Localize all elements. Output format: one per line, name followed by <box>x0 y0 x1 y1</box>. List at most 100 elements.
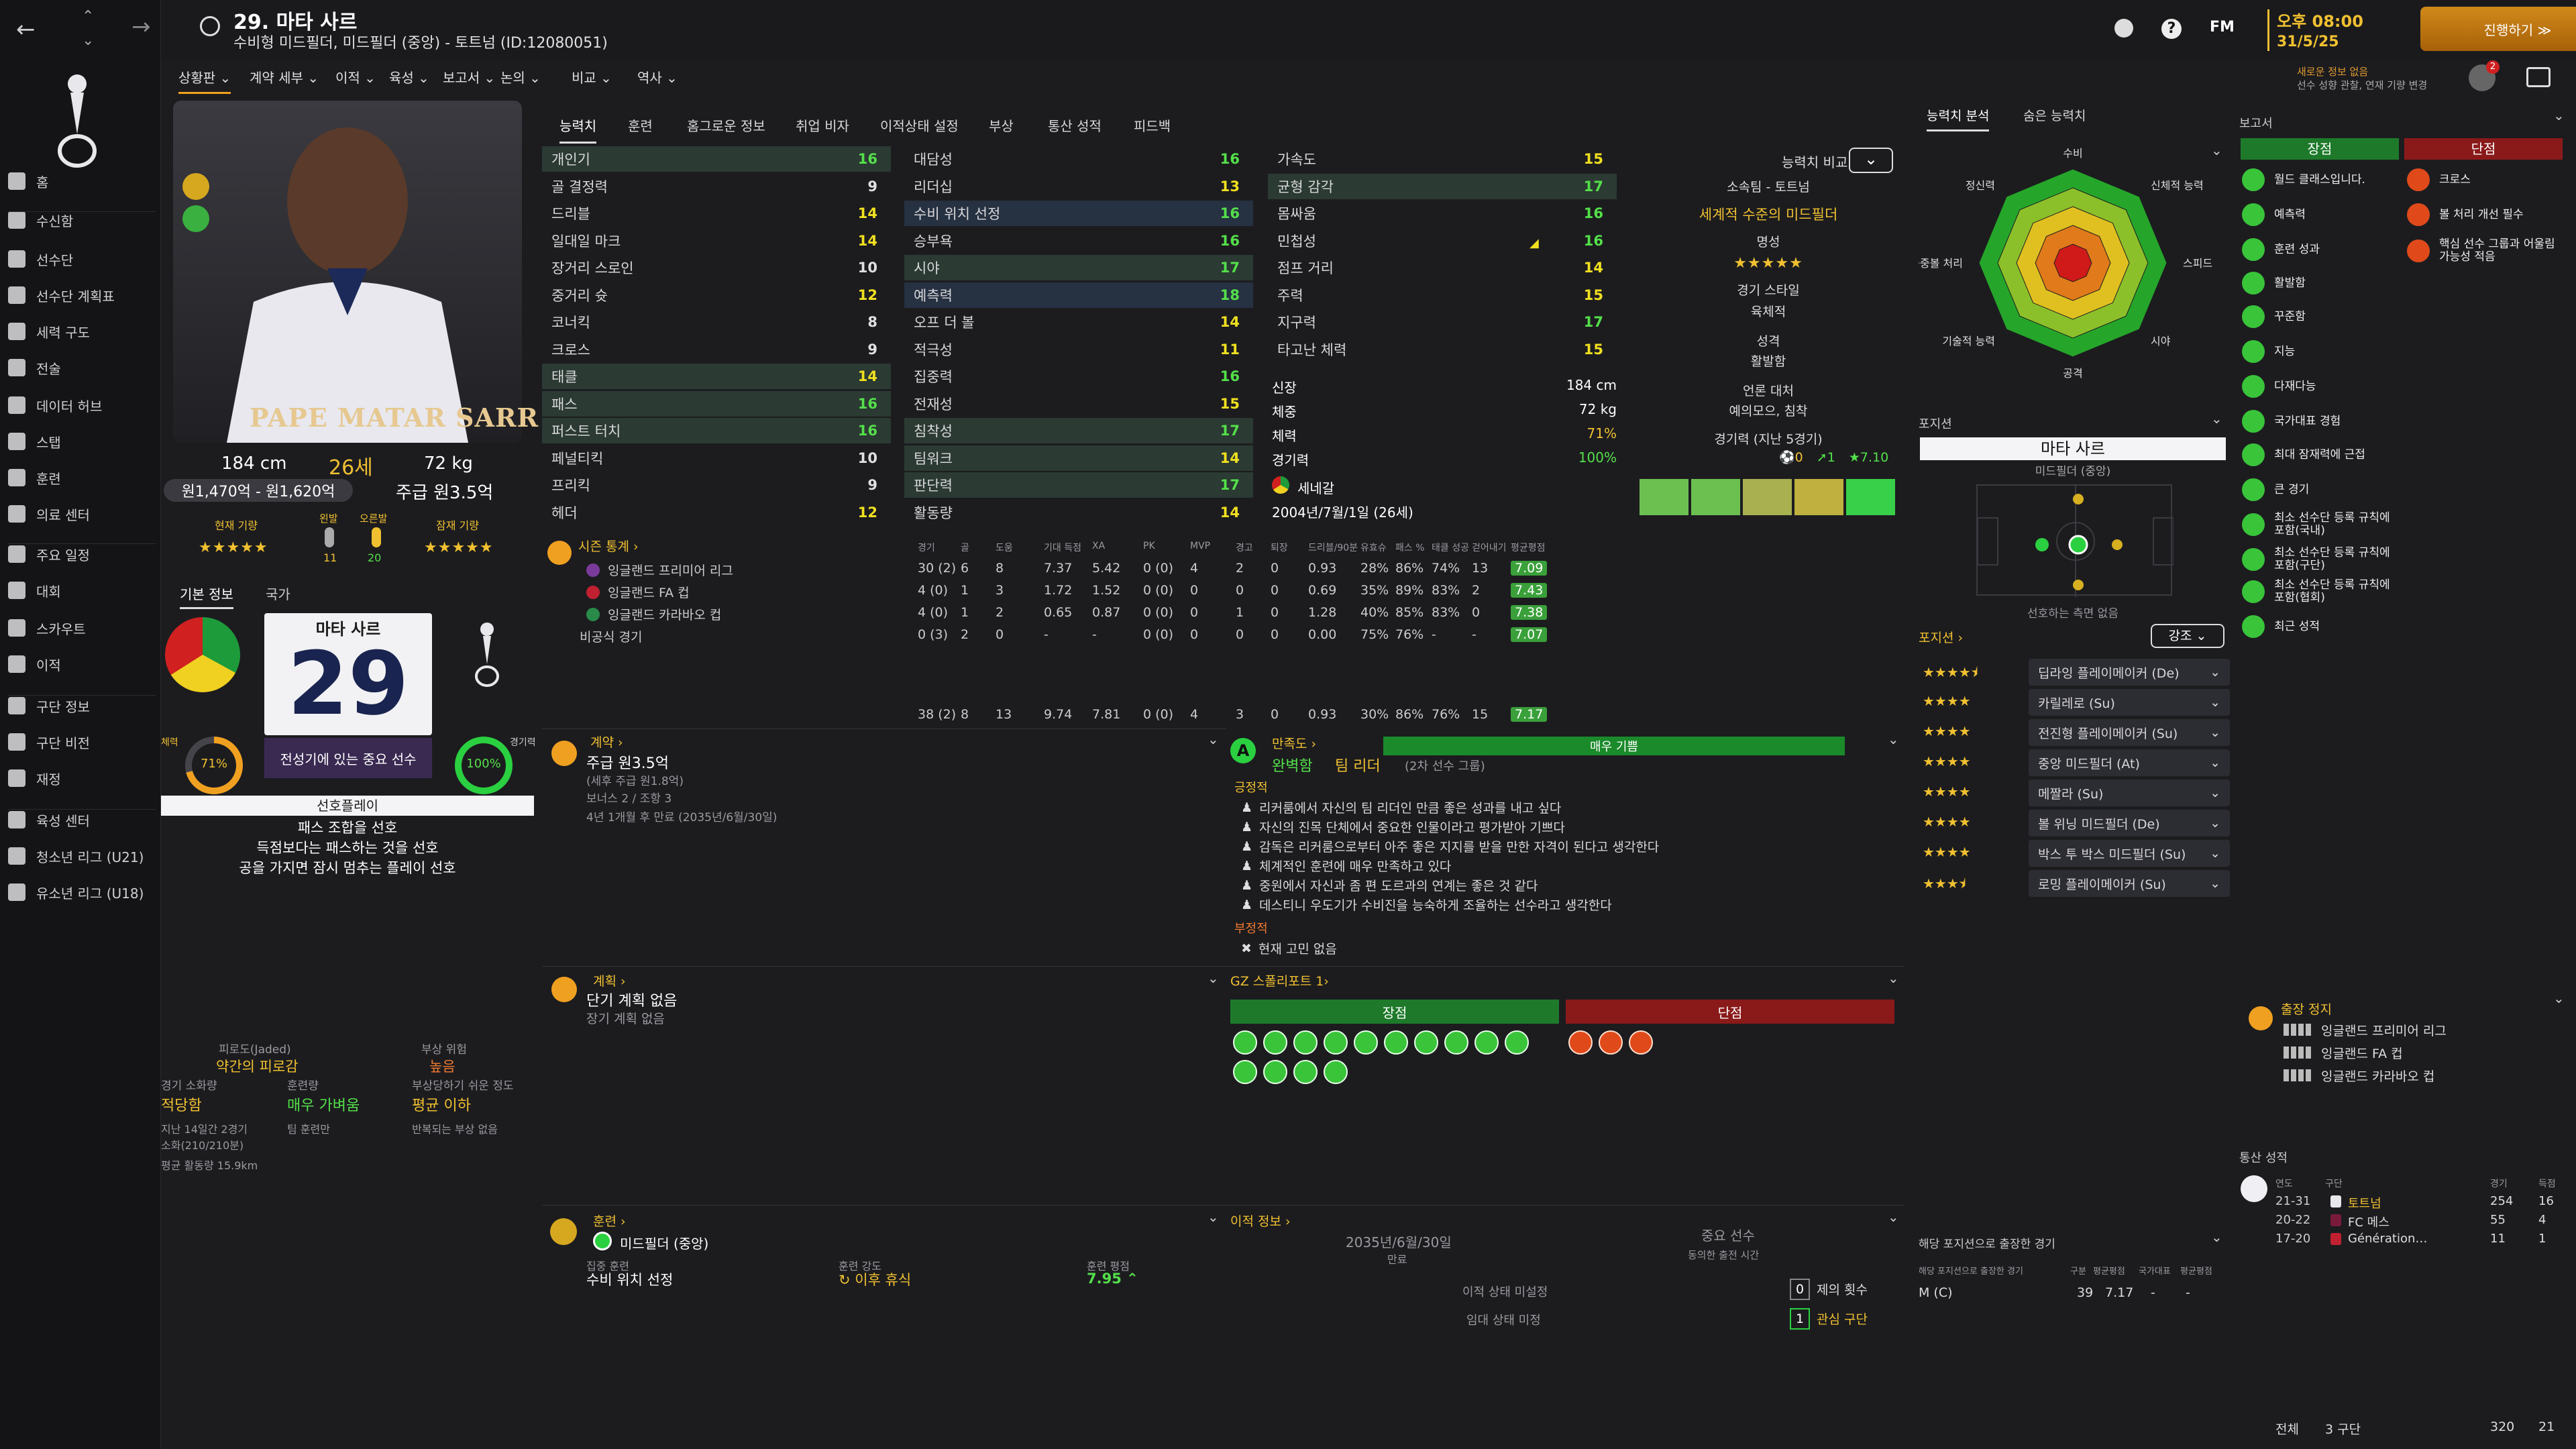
attr-row-technical[interactable]: 중거리 슛 12 <box>542 282 891 308</box>
attr-row-technical[interactable]: 크로스 9 <box>542 337 891 362</box>
competition-name[interactable]: 잉글랜드 프리미어 리그 <box>608 564 733 578</box>
transfer-title[interactable]: 이적 정보 › <box>1230 1214 1291 1229</box>
scout-con-icon[interactable] <box>1568 1030 1593 1055</box>
right-tab-1[interactable]: 숨은 능력치 <box>2023 109 2086 123</box>
scout-pro-icon[interactable] <box>1384 1030 1408 1055</box>
role-dropdown[interactable]: 로밍 플레이메이커 (Su) ⌄ <box>2029 870 2230 897</box>
scout-pro-icon[interactable] <box>1474 1030 1499 1055</box>
pos-apps-expand-icon[interactable]: ⌄ <box>2211 1229 2222 1245</box>
sidebar-item-8[interactable]: 훈련 <box>8 462 160 493</box>
training-title[interactable]: 훈련 › <box>593 1214 626 1229</box>
attr-row-physical[interactable]: 지구력 17 <box>1268 309 1617 335</box>
role-dropdown[interactable]: 카릴레로 (Su) ⌄ <box>2029 689 2230 716</box>
attr-row-mental[interactable]: 판단력 17 <box>904 472 1253 498</box>
scout-pro-icon[interactable] <box>1324 1030 1348 1055</box>
roles-label[interactable]: 포지션 › <box>1919 631 1964 645</box>
subnav-item-7[interactable]: 역사 ⌄ <box>637 70 678 86</box>
attr-row-technical[interactable]: 골 결정력 9 <box>542 174 891 199</box>
scout-pro-icon[interactable] <box>1324 1060 1348 1084</box>
contract-title[interactable]: 계약 › <box>590 735 623 750</box>
sidebar-item-10[interactable]: 주요 일정 <box>8 539 160 570</box>
sidebar-item-9[interactable]: 의료 센터 <box>8 498 160 529</box>
role-dropdown[interactable]: 중앙 미드필더 (At) ⌄ <box>2029 749 2230 776</box>
attr-row-technical[interactable]: 개인기 16 <box>542 146 891 172</box>
attr-row-physical[interactable]: 주력 15 <box>1268 282 1617 308</box>
attr-row-mental[interactable]: 침착성 17 <box>904 418 1253 443</box>
scout-pro-icon[interactable] <box>1263 1060 1287 1084</box>
scout-pro-icon[interactable] <box>1414 1030 1438 1055</box>
scout-report-expand-icon[interactable]: ⌄ <box>1888 970 1899 986</box>
attr-row-physical[interactable]: 몸싸움 16 <box>1268 201 1617 226</box>
ball-icon[interactable] <box>2114 19 2133 38</box>
attr-row-technical[interactable]: 프리킥 9 <box>542 472 891 498</box>
forward-button[interactable]: → <box>131 13 151 40</box>
attr-row-technical[interactable]: 퍼스트 터치 16 <box>542 418 891 443</box>
attr-row-mental[interactable]: 오프 더 볼 14 <box>904 309 1253 335</box>
attr-row-mental[interactable]: 예측력 18 <box>904 282 1253 308</box>
stats-title[interactable]: 시즌 통계 › <box>578 539 639 554</box>
report-expand-icon[interactable]: ⌄ <box>2553 107 2565 123</box>
role-dropdown[interactable]: 딥라잉 플레이메이커 (De) ⌄ <box>2029 659 2230 686</box>
competition-name[interactable]: 잉글랜드 FA 컵 <box>608 586 690 600</box>
plans-title[interactable]: 계획 › <box>593 974 626 989</box>
help-icon[interactable]: ? <box>2161 19 2182 39</box>
career-club[interactable]: FC 메스 <box>2348 1216 2390 1230</box>
sidebar-item-18[interactable]: 청소년 리그 (U21) <box>8 841 160 871</box>
sidebar-item-12[interactable]: 스카우트 <box>8 612 160 643</box>
attr-row-technical[interactable]: 헤더 12 <box>542 500 891 525</box>
competition-name[interactable]: 잉글랜드 카라바오 컵 <box>608 608 722 623</box>
sidebar-item-13[interactable]: 이적 <box>8 649 160 680</box>
scout-con-icon[interactable] <box>1629 1030 1653 1055</box>
sidebar-item-5[interactable]: 전술 <box>8 352 160 383</box>
compare-dropdown[interactable]: ⌄ <box>1849 148 1893 173</box>
tab-7[interactable]: 피드백 <box>1134 118 1171 134</box>
sidebar-item-0[interactable]: 홈 <box>8 166 160 197</box>
scout-pro-icon[interactable] <box>1233 1030 1257 1055</box>
attr-row-mental[interactable]: 집중력 16 <box>904 364 1253 389</box>
attr-row-mental[interactable]: 전재성 15 <box>904 391 1253 417</box>
subnav-item-0[interactable]: 상황판 ⌄ <box>178 67 231 94</box>
attr-row-mental[interactable]: 승부욕 16 <box>904 228 1253 254</box>
attr-row-physical[interactable]: 점프 거리 14 <box>1268 255 1617 280</box>
sidebar-item-11[interactable]: 대회 <box>8 575 160 606</box>
tab-1[interactable]: 훈련 <box>628 118 653 134</box>
role-dropdown[interactable]: 볼 위닝 미드필더 (De) ⌄ <box>2029 810 2230 837</box>
attr-row-technical[interactable]: 장거리 스로인 10 <box>542 255 891 280</box>
attr-row-physical[interactable]: 민첩성 16 <box>1268 228 1617 254</box>
sidebar-item-19[interactable]: 유소년 리그 (U18) <box>8 877 160 908</box>
attr-row-technical[interactable]: 태클 14 <box>542 364 891 389</box>
scout-pro-icon[interactable] <box>1233 1060 1257 1084</box>
career-club[interactable]: Génération… <box>2348 1232 2428 1246</box>
scout-pro-icon[interactable] <box>1293 1060 1318 1084</box>
tab-4[interactable]: 이적상태 설정 <box>880 118 959 134</box>
transfer-expand-icon[interactable]: ⌄ <box>1888 1209 1899 1225</box>
sidebar-item-17[interactable]: 육성 센터 <box>8 804 160 835</box>
sidebar-item-2[interactable]: 선수단 <box>8 244 160 274</box>
attr-row-mental[interactable]: 시야 17 <box>904 255 1253 280</box>
positions-expand-icon[interactable]: ⌄ <box>2211 411 2222 427</box>
attr-row-technical[interactable]: 드리블 14 <box>542 201 891 226</box>
career-club[interactable]: 토트넘 <box>2348 1197 2381 1211</box>
sidebar-item-15[interactable]: 구단 비전 <box>8 727 160 757</box>
tab-basic-info[interactable]: 기본 정보 <box>180 584 233 609</box>
id-card-icon[interactable] <box>2526 67 2551 87</box>
subnav-item-6[interactable]: 비교 ⌄ <box>572 70 612 86</box>
fm-menu-button[interactable]: FM <box>2210 19 2235 36</box>
scroll-up-icon[interactable]: ⌃ <box>82 8 95 25</box>
attr-row-physical[interactable]: 타고난 체력 15 <box>1268 337 1617 362</box>
radar-expand-icon[interactable]: ⌄ <box>2211 142 2222 158</box>
sidebar-item-6[interactable]: 데이터 허브 <box>8 390 160 421</box>
attr-row-physical[interactable]: 가속도 15 <box>1268 146 1617 172</box>
back-button[interactable]: ← <box>16 16 36 43</box>
sidebar-item-14[interactable]: 구단 정보 <box>8 690 160 721</box>
attr-row-technical[interactable]: 코너킥 8 <box>542 309 891 335</box>
continue-button[interactable]: 진행하기 ≫ <box>2420 7 2576 51</box>
role-dropdown[interactable]: 메짤라 (Su) ⌄ <box>2029 780 2230 806</box>
scout-pro-icon[interactable] <box>1263 1030 1287 1055</box>
happiness-expand-icon[interactable]: ⌄ <box>1888 731 1899 747</box>
tab-0[interactable]: 능력치 <box>559 115 597 144</box>
sidebar-item-7[interactable]: 스탭 <box>8 426 160 457</box>
tab-2[interactable]: 홈그로운 정보 <box>687 118 765 134</box>
right-tab-0[interactable]: 능력치 분석 <box>1927 106 1990 131</box>
training-expand-icon[interactable]: ⌄ <box>1208 1209 1219 1225</box>
